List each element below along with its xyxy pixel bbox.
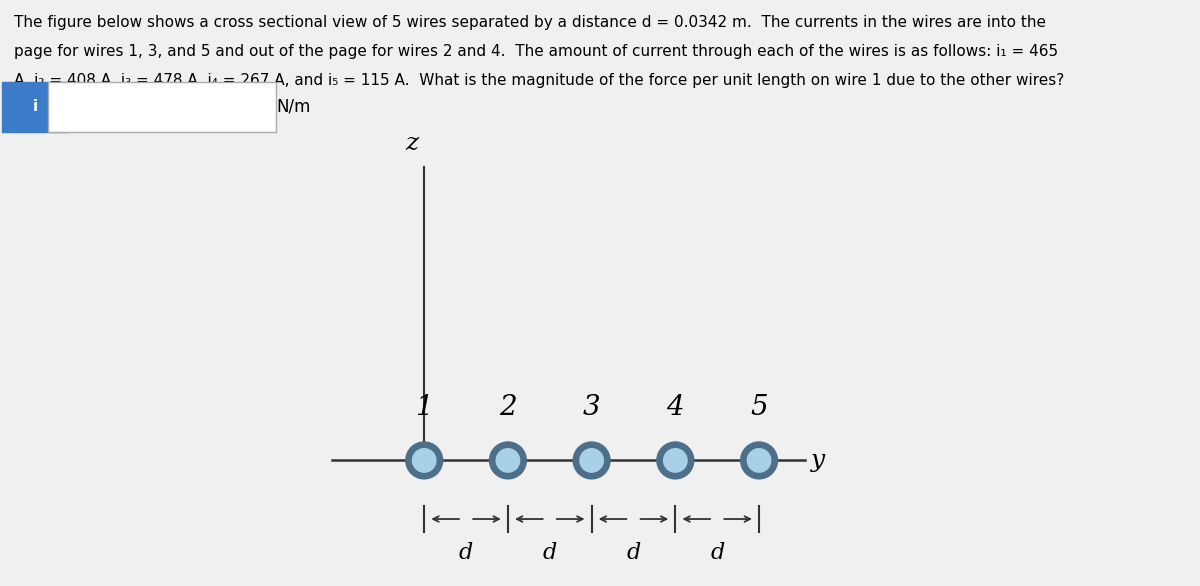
Text: d: d	[542, 543, 557, 564]
Text: d: d	[458, 543, 473, 564]
Circle shape	[406, 442, 443, 479]
Circle shape	[740, 442, 778, 479]
Text: 5: 5	[750, 394, 768, 421]
Text: 4: 4	[666, 394, 684, 421]
Text: 3: 3	[583, 394, 600, 421]
Text: y: y	[811, 449, 826, 472]
Text: N/m: N/m	[276, 98, 311, 116]
Circle shape	[574, 442, 610, 479]
Circle shape	[656, 442, 694, 479]
Circle shape	[413, 449, 436, 472]
Text: 1: 1	[415, 394, 433, 421]
Circle shape	[496, 449, 520, 472]
Text: A, i₂ = 408 A, i₃ = 478 A, i₄ = 267 A, and i₅ = 115 A.  What is the magnitude of: A, i₂ = 408 A, i₃ = 478 A, i₄ = 267 A, a…	[14, 73, 1064, 88]
Circle shape	[748, 449, 770, 472]
Circle shape	[580, 449, 604, 472]
Text: 2: 2	[499, 394, 517, 421]
Text: i: i	[32, 100, 38, 114]
Text: d: d	[710, 543, 725, 564]
Circle shape	[664, 449, 688, 472]
Text: page for wires 1, 3, and 5 and out of the page for wires 2 and 4.  The amount of: page for wires 1, 3, and 5 and out of th…	[14, 44, 1058, 59]
Text: z: z	[406, 132, 419, 155]
Text: The figure below shows a cross sectional view of 5 wires separated by a distance: The figure below shows a cross sectional…	[14, 15, 1046, 30]
Text: d: d	[626, 543, 641, 564]
Circle shape	[490, 442, 527, 479]
